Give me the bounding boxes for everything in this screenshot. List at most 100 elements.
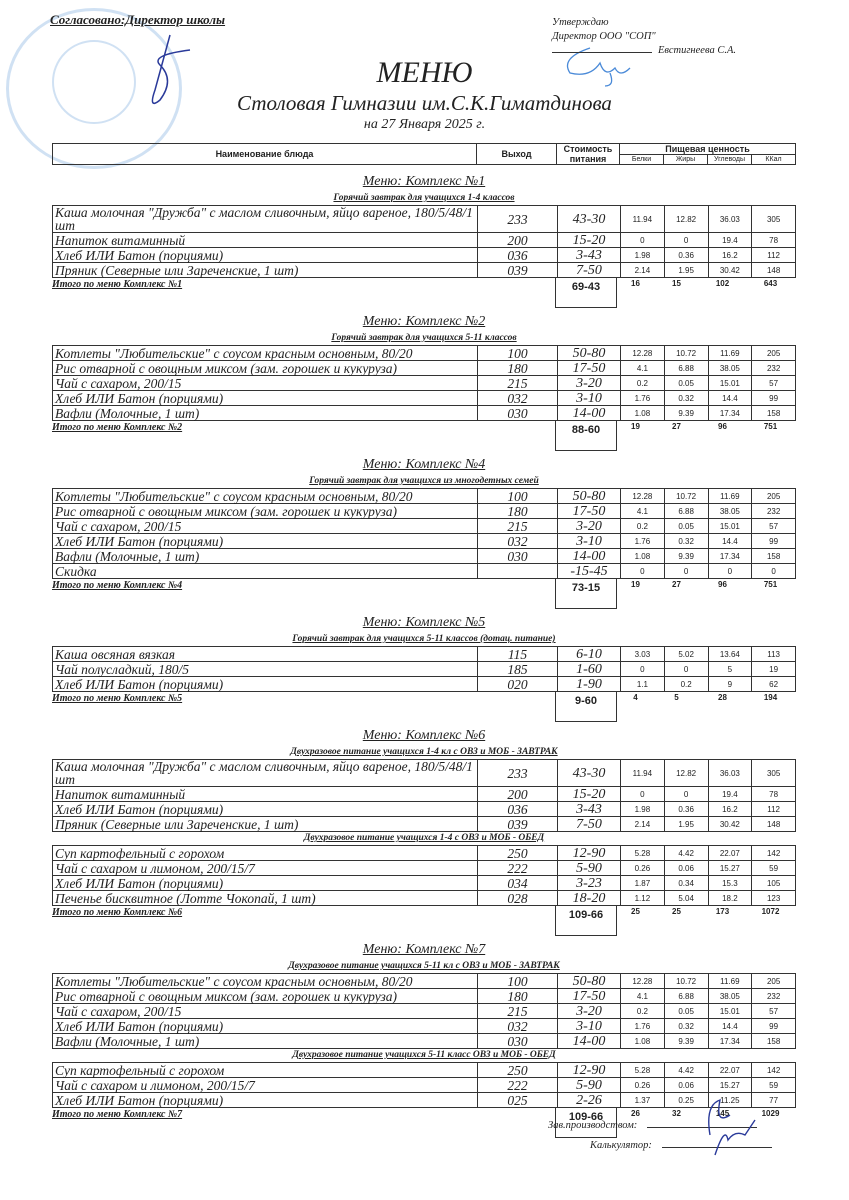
dish-fat: 10.72: [663, 345, 709, 361]
dish-table: Каша молочная "Дружба" с маслом сливочны…: [52, 205, 796, 278]
dish-fat: 5.02: [663, 646, 709, 662]
dish-output: 020: [477, 676, 558, 692]
header-fat: Жиры: [663, 154, 708, 165]
dish-kcal: 158: [751, 405, 796, 421]
dish-kcal: 57: [751, 375, 796, 391]
dish-carbs: 19.4: [707, 232, 753, 248]
dish-table: Суп картофельный с горохом 250 12-90 5.28 4.…: [52, 845, 796, 906]
section-title: Меню: Комплекс №4: [362, 457, 486, 472]
total-kcal: 194: [763, 693, 778, 702]
dish-fat: 9.39: [663, 405, 709, 421]
footer-production: Зав.производством:: [548, 1120, 758, 1131]
dish-output: 180: [477, 988, 558, 1004]
dish-output: 030: [477, 548, 558, 564]
table-row: Чай с сахаром, 200/15 215 3-20 0.2 0.05 15.01…: [52, 375, 796, 391]
dish-kcal: 99: [751, 1018, 796, 1034]
dish-name: Вафли (Молочные, 1 шт): [52, 548, 478, 564]
dish-name: Хлеб ИЛИ Батон (порциями): [52, 801, 478, 817]
dish-carbs: 15.27: [707, 1077, 753, 1093]
dish-fat: 9.39: [663, 548, 709, 564]
dish-output: 039: [477, 816, 558, 832]
dish-name: Напиток витаминный: [52, 232, 478, 248]
dish-protein: 1.12: [620, 890, 665, 906]
section-total: Итого по меню Комплекс №5 9-60 4 5 28 194: [52, 692, 796, 722]
dish-output: 115: [477, 646, 558, 662]
dish-protein: 1.98: [620, 801, 665, 817]
dish-kcal: 205: [751, 488, 796, 504]
header-carbs: Углеводы: [707, 154, 752, 165]
dish-kcal: 205: [751, 345, 796, 361]
header-name: Наименование блюда: [52, 143, 477, 165]
dish-cost: 7-50: [557, 262, 621, 278]
dish-kcal: 148: [751, 262, 796, 278]
dish-fat: 1.95: [663, 816, 709, 832]
dish-name: Каша молочная "Дружба" с маслом сливочны…: [52, 205, 478, 233]
total-fat: 27: [672, 580, 681, 589]
signature-line: [552, 52, 652, 53]
table-row: Пряник (Северные или Зареченские, 1 шт) 0…: [52, 816, 796, 832]
dish-output: 250: [477, 845, 558, 861]
dish-fat: 0: [663, 661, 709, 677]
dish-fat: 1.95: [663, 262, 709, 278]
dish-output: 025: [477, 1092, 558, 1108]
dish-carbs: 36.03: [707, 205, 753, 233]
total-cost: 109-66: [555, 906, 617, 936]
dish-output: 200: [477, 232, 558, 248]
dish-fat: 0.05: [663, 375, 709, 391]
dish-carbs: 30.42: [707, 816, 753, 832]
total-label: Итого по меню Комплекс №2: [52, 422, 183, 433]
dish-kcal: 0: [751, 563, 796, 579]
signature-line: [647, 1127, 758, 1128]
table-row: Напиток витаминный 200 15-20 0 0 19.4 78: [52, 232, 796, 248]
dish-carbs: 16.2: [707, 801, 753, 817]
dish-protein: 0.26: [620, 860, 665, 876]
dish-name: Хлеб ИЛИ Батон (порциями): [52, 875, 478, 891]
dish-protein: 12.28: [620, 973, 665, 989]
total-label: Итого по меню Комплекс №7: [52, 1109, 183, 1120]
approve-line1: Утверждаю: [552, 17, 609, 28]
dish-name: Пряник (Северные или Зареченские, 1 шт): [52, 816, 478, 832]
dish-table: Котлеты "Любительские" с соусом красным …: [52, 973, 796, 1049]
dish-carbs: 15.3: [707, 875, 753, 891]
dish-cost: 50-80: [557, 345, 621, 361]
approver-name: Евстигнеева С.А.: [658, 45, 736, 56]
table-row: Хлеб ИЛИ Батон (порциями) 032 3-10 1.76 0.32…: [52, 533, 796, 549]
dish-output: 036: [477, 801, 558, 817]
dish-output: 215: [477, 375, 558, 391]
dish-kcal: 99: [751, 390, 796, 406]
dish-cost: -15-45: [557, 563, 621, 579]
dish-fat: 12.82: [663, 759, 709, 787]
dish-protein: 1.76: [620, 533, 665, 549]
table-row: Чай с сахаром, 200/15 215 3-20 0.2 0.05 15.01…: [52, 518, 796, 534]
table-row: Вафли (Молочные, 1 шт) 030 14-00 1.08 9.39 17…: [52, 1033, 796, 1049]
table-row: Котлеты "Любительские" с соусом красным …: [52, 488, 796, 504]
total-label: Итого по меню Комплекс №6: [52, 907, 183, 918]
dish-cost: 1-60: [557, 661, 621, 677]
table-row: Суп картофельный с горохом 250 12-90 5.28 4.…: [52, 845, 796, 861]
dish-name: Чай с сахаром, 200/15: [52, 375, 478, 391]
dish-protein: 1.76: [620, 390, 665, 406]
dish-cost: 50-80: [557, 488, 621, 504]
dish-carbs: 11.69: [707, 345, 753, 361]
dish-cost: 7-50: [557, 816, 621, 832]
dish-carbs: 15.01: [707, 1003, 753, 1019]
group-subtitle: Двухразовое питание учащихся 1-4 с ОВЗ и…: [303, 833, 545, 843]
dish-output: 034: [477, 875, 558, 891]
dish-cost: 3-10: [557, 533, 621, 549]
dish-carbs: 0: [707, 563, 753, 579]
header-kcal: ККал: [751, 154, 796, 165]
dish-name: Каша овсяная вязкая: [52, 646, 478, 662]
dish-output: 100: [477, 488, 558, 504]
dish-name: Рис отварной с овощным миксом (зам. горо…: [52, 360, 478, 376]
dish-fat: 0: [663, 563, 709, 579]
dish-fat: 0.32: [663, 390, 709, 406]
dish-kcal: 142: [751, 1062, 796, 1078]
dish-name: Котлеты "Любительские" с соусом красным …: [52, 973, 478, 989]
dish-cost: 43-30: [557, 205, 621, 233]
dish-carbs: 13.64: [707, 646, 753, 662]
menu-section: Меню: Комплекс №1 Горячий завтрак для уча…: [52, 172, 796, 308]
dish-kcal: 158: [751, 548, 796, 564]
dish-fat: 9.39: [663, 1033, 709, 1049]
dish-fat: 4.42: [663, 845, 709, 861]
total-kcal: 751: [763, 422, 778, 431]
